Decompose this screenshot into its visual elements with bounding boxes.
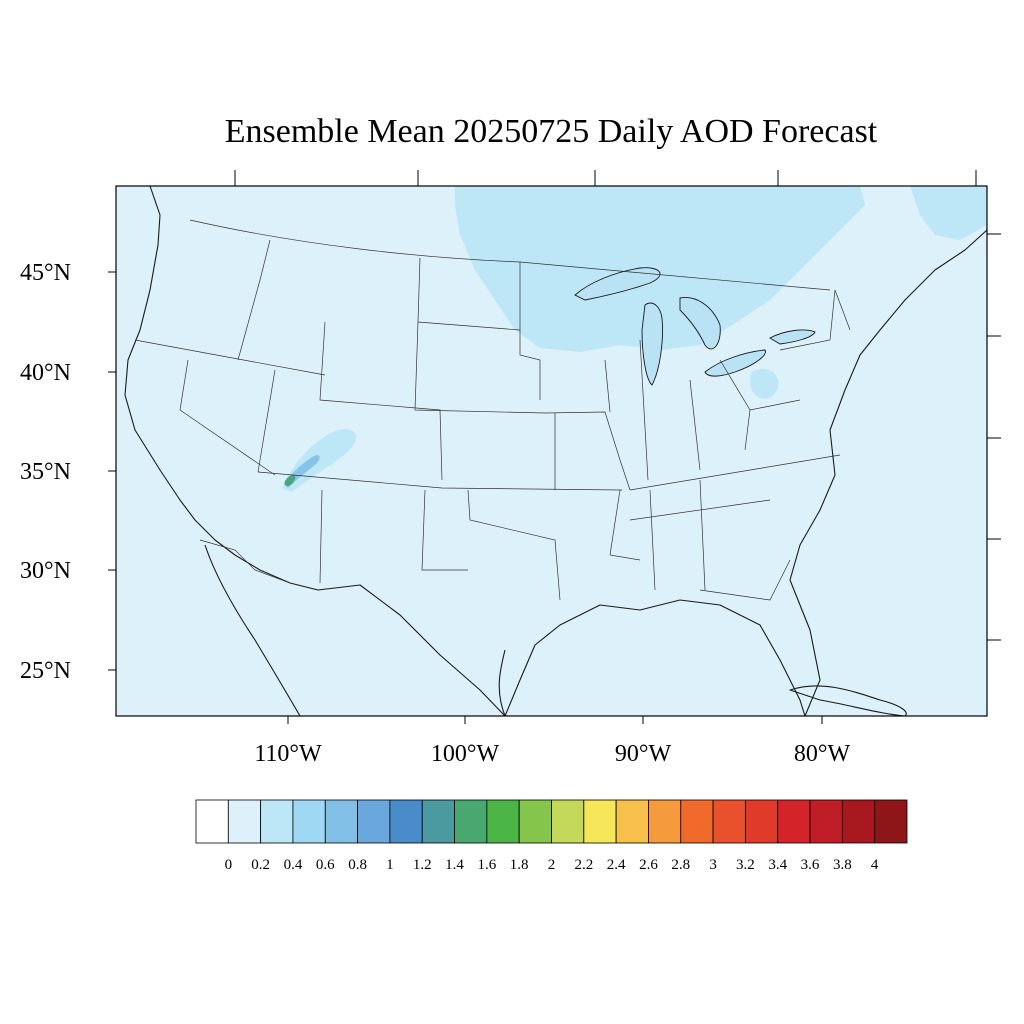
political-borders: [134, 219, 851, 601]
colorbar-swatch: [518, 799, 552, 844]
lake-ontario: [769, 329, 816, 345]
colorbar-label: 0: [225, 857, 233, 873]
colorbar-label: 2.4: [607, 857, 626, 873]
colorbar-swatch: [777, 799, 811, 844]
colorbar-swatch: [648, 799, 682, 844]
lake-michigan: [641, 302, 663, 386]
northeast-smoke-patch: [910, 186, 987, 240]
lat-label: 35°N: [20, 459, 71, 485]
colorbar-swatch: [680, 799, 714, 844]
lake-huron: [679, 297, 721, 350]
colorbar-swatch: [292, 799, 326, 844]
colorbar-label: 1.8: [510, 857, 529, 873]
colorbar-swatch: [389, 799, 423, 844]
colorbar-label: 0.2: [251, 857, 270, 873]
lon-label: 80°W: [794, 741, 851, 767]
colorbar-swatch: [227, 799, 262, 844]
colorbar-swatch: [712, 799, 746, 844]
lon-label: 110°W: [254, 741, 322, 767]
us-coastline: [124, 186, 987, 716]
lon-label: 90°W: [615, 741, 672, 767]
map-title: Ensemble Mean 20250725 Daily AOD Forecas…: [225, 113, 878, 150]
colorbar-swatch: [809, 799, 843, 844]
colorbar-label: 3.8: [833, 857, 852, 873]
colorbar-swatch: [195, 799, 229, 844]
colorbar-label: 0.6: [316, 857, 335, 873]
colorbar-label: 0.4: [284, 857, 303, 873]
mexico-gulf-coastline: [498, 649, 506, 716]
colorbar-label: 2.8: [671, 857, 690, 873]
colorbar-swatch: [841, 799, 876, 844]
colorbar-label: 1.2: [413, 857, 432, 873]
colorbar-swatch: [745, 799, 779, 844]
lat-label: 40°N: [20, 360, 71, 386]
baja-coastline: [204, 544, 301, 716]
colorbar-label: 2.6: [639, 857, 658, 873]
colorbar-label: 1.6: [477, 857, 496, 873]
lat-label: 30°N: [20, 558, 71, 584]
cuba-coastline: [789, 685, 907, 716]
colorbar-label: 0.8: [348, 857, 367, 873]
map-frame: [115, 185, 988, 717]
colorbar-label: 1: [386, 857, 394, 873]
colorbar-swatch: [260, 799, 294, 844]
colorbar-swatch: [551, 799, 585, 844]
colorbar-swatch: [421, 799, 455, 844]
colorbar-swatch: [454, 799, 488, 844]
colorbar-swatch: [615, 799, 649, 844]
longitude-axis: 110°W 100°W 90°W 80°W: [234, 170, 977, 767]
colorbar-label: 3: [709, 857, 717, 873]
colorbar-swatch: [486, 799, 520, 844]
colorbar-label: 2: [548, 857, 556, 873]
map-panel: [116, 186, 987, 716]
colorbar-label: 4: [871, 857, 879, 873]
colorbar-swatch: [874, 799, 908, 844]
colorbar-label: 3.6: [801, 857, 820, 873]
colorbar-swatch: [583, 799, 617, 844]
colorbar-swatch: [324, 799, 358, 844]
lon-label: 100°W: [431, 741, 500, 767]
lat-label: 25°N: [20, 658, 71, 684]
colorbar: 0 0.2 0.4 0.6 0.8 1 1.2 1.4 1.6 1.8 2 2.2 2.4 2.6 2.8 3…: [195, 799, 908, 873]
lat-label: 45°N: [20, 260, 71, 286]
colorbar-swatch: [357, 799, 391, 844]
southwest-plume-core: [284, 475, 296, 486]
colorbar-label: 3.4: [768, 857, 787, 873]
mid-atlantic-patch: [750, 368, 779, 399]
lake-superior: [574, 267, 661, 301]
northern-smoke-plume: [455, 186, 865, 352]
colorbar-label: 2.2: [574, 857, 593, 873]
colorbar-label: 1.4: [445, 857, 464, 873]
colorbar-label: 3.2: [736, 857, 755, 873]
latitude-axis: 45°N 40°N 35°N 30°N 25°N: [20, 233, 1001, 684]
lake-erie: [704, 349, 766, 377]
